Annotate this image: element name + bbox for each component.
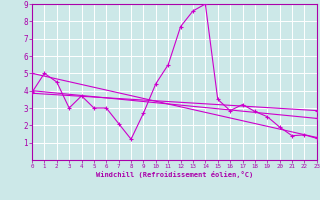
X-axis label: Windchill (Refroidissement éolien,°C): Windchill (Refroidissement éolien,°C): [96, 171, 253, 178]
